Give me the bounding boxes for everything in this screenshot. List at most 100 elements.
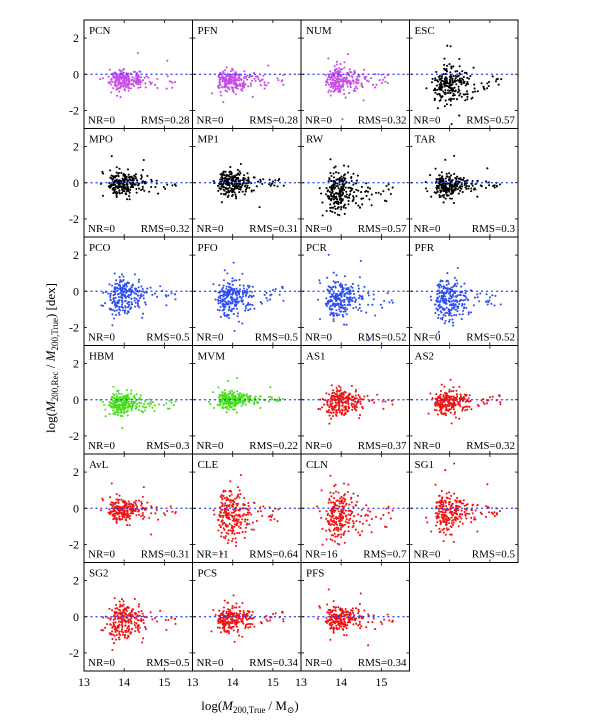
data-point bbox=[165, 402, 168, 405]
data-point bbox=[239, 188, 242, 191]
data-point bbox=[436, 297, 440, 300]
data-point bbox=[435, 184, 439, 187]
data-point bbox=[245, 292, 248, 295]
data-point bbox=[232, 517, 235, 520]
data-point bbox=[111, 308, 115, 311]
data-point bbox=[219, 305, 222, 308]
data-point bbox=[368, 198, 371, 201]
data-point bbox=[274, 288, 277, 291]
data-point bbox=[458, 65, 461, 68]
panel-nr-label: NR=0 bbox=[88, 549, 115, 561]
data-point bbox=[340, 522, 343, 526]
data-point bbox=[241, 291, 244, 294]
data-point bbox=[250, 513, 253, 516]
data-point bbox=[455, 177, 458, 180]
data-point bbox=[231, 88, 234, 91]
data-point bbox=[130, 409, 133, 412]
data-point bbox=[361, 197, 365, 200]
data-point bbox=[369, 187, 372, 190]
data-point bbox=[127, 395, 130, 399]
data-point bbox=[271, 182, 274, 185]
data-point bbox=[329, 203, 332, 206]
data-point bbox=[236, 173, 239, 176]
data-point bbox=[357, 513, 360, 516]
data-point bbox=[227, 317, 230, 320]
data-point bbox=[231, 79, 234, 83]
data-point bbox=[223, 269, 226, 272]
data-point bbox=[116, 87, 119, 90]
data-point bbox=[382, 407, 385, 410]
data-point bbox=[120, 512, 123, 515]
data-point bbox=[282, 299, 285, 302]
data-point bbox=[230, 172, 233, 175]
data-point bbox=[248, 523, 251, 526]
data-point bbox=[426, 190, 429, 193]
data-point bbox=[356, 494, 359, 497]
data-point bbox=[347, 296, 350, 299]
data-point bbox=[112, 392, 115, 395]
panel-rms-label: RMS=0.28 bbox=[249, 115, 298, 127]
data-point bbox=[439, 191, 442, 194]
data-point bbox=[438, 196, 441, 199]
data-point bbox=[429, 174, 432, 177]
data-point bbox=[476, 90, 479, 93]
data-point bbox=[352, 82, 355, 85]
data-point bbox=[453, 172, 456, 176]
data-point bbox=[226, 272, 229, 275]
data-point bbox=[451, 306, 454, 310]
data-point bbox=[245, 288, 248, 291]
data-point bbox=[262, 505, 265, 508]
data-point bbox=[159, 285, 162, 288]
data-point bbox=[328, 422, 331, 425]
data-point bbox=[337, 203, 340, 206]
data-point bbox=[238, 396, 241, 399]
data-point bbox=[234, 76, 237, 79]
data-point bbox=[249, 303, 252, 306]
data-point bbox=[221, 174, 224, 177]
data-point bbox=[453, 187, 457, 190]
data-point bbox=[384, 80, 387, 83]
data-point bbox=[114, 314, 118, 317]
data-point bbox=[454, 70, 457, 73]
data-point bbox=[212, 180, 215, 183]
data-point bbox=[333, 75, 336, 78]
data-point bbox=[113, 512, 116, 515]
data-point bbox=[349, 297, 352, 300]
data-point bbox=[118, 308, 121, 311]
data-point bbox=[244, 76, 248, 79]
data-point bbox=[224, 193, 227, 196]
data-point bbox=[243, 513, 246, 516]
panel-rms-label: RMS=0.22 bbox=[249, 440, 298, 452]
data-point bbox=[249, 308, 252, 311]
data-point bbox=[265, 297, 268, 300]
data-point bbox=[345, 313, 348, 316]
panel-rms-label: RMS=0.52 bbox=[466, 332, 515, 344]
data-point bbox=[391, 509, 394, 512]
data-point bbox=[457, 192, 460, 195]
data-point bbox=[336, 178, 339, 181]
data-point bbox=[435, 187, 438, 190]
data-point bbox=[334, 197, 337, 200]
data-point bbox=[334, 509, 337, 512]
data-point bbox=[220, 501, 223, 504]
data-point bbox=[135, 191, 138, 194]
data-point bbox=[230, 511, 234, 514]
data-point bbox=[483, 88, 486, 91]
data-point bbox=[353, 408, 357, 411]
data-point bbox=[347, 401, 350, 404]
data-point bbox=[497, 83, 500, 86]
data-point bbox=[144, 303, 147, 306]
data-point bbox=[244, 403, 247, 406]
data-point bbox=[335, 526, 338, 529]
data-point bbox=[112, 404, 115, 407]
data-point bbox=[166, 407, 169, 410]
data-point bbox=[235, 541, 238, 544]
data-point bbox=[496, 77, 499, 81]
data-point bbox=[462, 307, 465, 310]
data-point bbox=[115, 493, 118, 496]
data-point bbox=[126, 179, 129, 182]
data-point bbox=[140, 285, 143, 288]
data-point bbox=[128, 79, 131, 82]
data-point bbox=[456, 282, 459, 285]
data-point bbox=[374, 314, 377, 317]
